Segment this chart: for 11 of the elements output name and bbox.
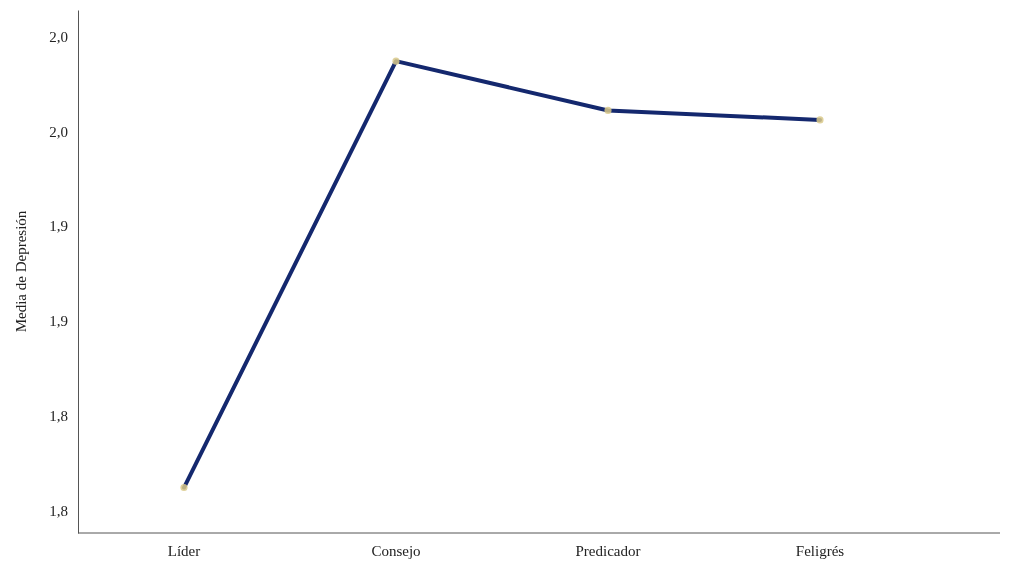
y-tick-label: 1,8: [49, 502, 68, 519]
x-tick-label: Consejo: [371, 542, 421, 559]
y-tick-label: 1,8: [49, 407, 68, 424]
y-axis-title: Media de Depresión: [13, 210, 29, 333]
y-tick-label: 2,0: [49, 123, 68, 140]
x-tick-label: Predicador: [575, 542, 641, 559]
y-tick-label: 1,9: [49, 313, 68, 330]
y-tick-label: 1,9: [49, 218, 68, 235]
y-tick-label: 2,0: [49, 28, 68, 45]
x-tick-label: Feligrés: [795, 542, 845, 559]
x-tick-label: Líder: [167, 542, 201, 559]
